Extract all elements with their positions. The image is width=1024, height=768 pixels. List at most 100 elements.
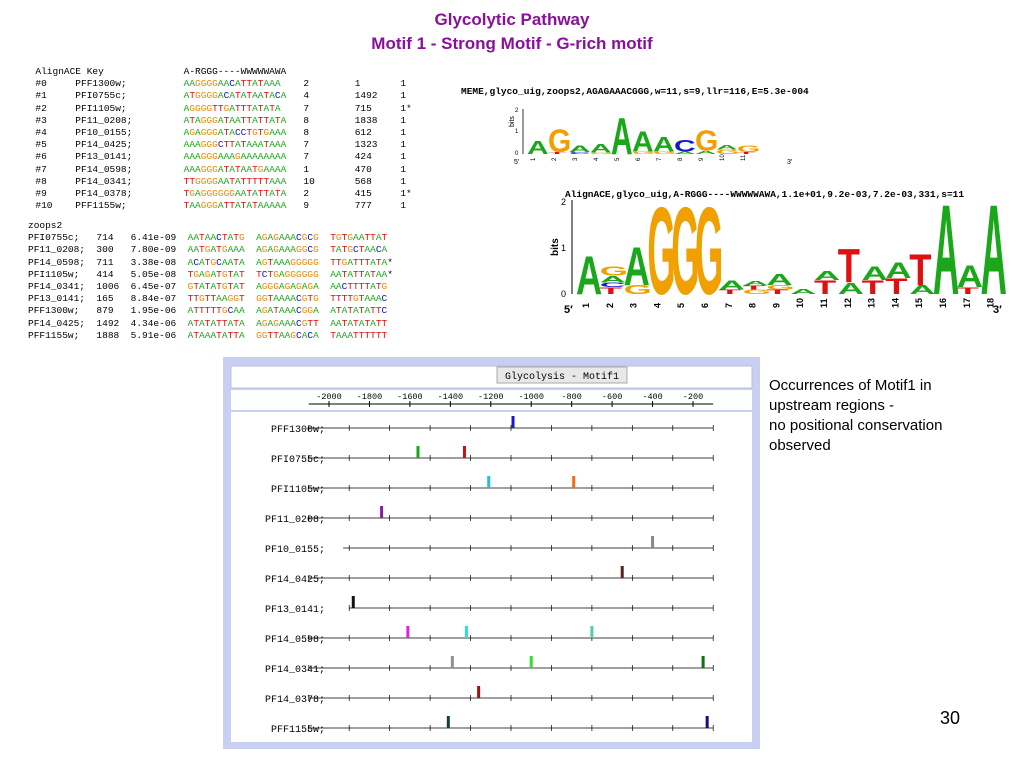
- alignace-row: #6 PF13_0141; AAAGGGAAAGAAAAAAAA 7 424 1: [24, 151, 407, 163]
- logo2-position-label: 14: [890, 298, 900, 308]
- gene-label: PFF1155w;: [271, 725, 325, 736]
- logo1-position-label: 10: [720, 154, 726, 161]
- logo-letter-g: G: [743, 288, 771, 295]
- logo-letter-t: T: [600, 285, 622, 296]
- logo-letter-a: A: [838, 280, 864, 298]
- page-number: 30: [940, 708, 961, 728]
- axis-tick-label: -600: [602, 392, 622, 402]
- logo-letter-t: T: [885, 275, 908, 299]
- alignace-row: #7 PF14_0598; AAAGGGATATAATGAAAA 1 470 1: [24, 163, 407, 175]
- axis-tick-label: -200: [683, 392, 703, 402]
- plot-title: Glycolysis - Motif1: [505, 371, 619, 383]
- alignace-row: #10 PFF1155w; TAAGGGATTATATAAAAA 9 777 1: [24, 200, 407, 212]
- logo2-position-label: 2: [605, 303, 615, 308]
- logo-letter-a: A: [590, 141, 612, 155]
- logo-letter-t: T: [719, 288, 741, 295]
- note-line-2: upstream regions -: [769, 397, 895, 414]
- logo2-position-label: 4: [652, 303, 662, 308]
- logo-letter-g: G: [653, 151, 676, 155]
- logo-letter-g: G: [632, 151, 655, 155]
- logo2-position-label: 12: [843, 298, 853, 308]
- logo-letter-t: T: [909, 244, 931, 294]
- logo-letter-c: C: [600, 281, 626, 288]
- logo-letter-t: T: [862, 278, 885, 299]
- axis-tick-label: -2000: [316, 392, 342, 402]
- zoops-row: PFF1300w; 879 1.95e-06 ATTTTTGCAA AGATAA…: [28, 305, 388, 317]
- logo-letter-a: A: [674, 151, 696, 155]
- logo-letter-a: A: [885, 259, 911, 283]
- logo1-position-label: 11: [741, 154, 747, 161]
- logo-letter-a: A: [814, 268, 840, 283]
- logo-letter-g: G: [695, 196, 723, 321]
- logo-letter-t: T: [737, 151, 755, 154]
- logo-letter-c: C: [569, 152, 591, 155]
- gene-label: PF10_0155;: [265, 545, 325, 556]
- logo-letter-a: A: [743, 280, 769, 287]
- logo-letter-c: C: [674, 137, 696, 156]
- axis-tick-label: -1800: [357, 392, 383, 402]
- logo-letter-a: A: [632, 126, 654, 158]
- logo2-position-label: 8: [748, 303, 758, 308]
- logo-letter-g: G: [737, 144, 760, 154]
- logo1-y1: 1: [515, 129, 519, 135]
- logo-letter-a: A: [611, 107, 633, 165]
- motif-occurrence-mark: [446, 716, 450, 728]
- alignace-row: #0 PFF1300w; AAGGGGAACATTATAAA 2 1 1: [24, 78, 407, 90]
- logo-letter-a: A: [909, 282, 935, 297]
- zoops-row: PFF1155w; 1888 5.91e-06 ATAAATATTA GGTTA…: [28, 329, 388, 341]
- logo1-position-label: 3: [573, 157, 579, 161]
- zoops-row: PF13_0141; 165 8.84e-07 TTGTTAAGGT GGTAA…: [28, 293, 388, 305]
- logo2-position-label: 17: [962, 298, 972, 308]
- axis-tick-label: -1000: [518, 392, 544, 402]
- gene-label: PFF1300w;: [271, 425, 325, 436]
- logo1-position-label: 8: [678, 157, 684, 161]
- zoops-table: zoops2 PFI0755c; 714 6.41e-09 AATAACTATG…: [28, 220, 393, 342]
- occurrence-plot: Glycolysis - Motif1 -2000 -1800 -1600 -1400…: [230, 365, 753, 742]
- motif-occurrence-mark: [477, 686, 481, 698]
- logo-letter-t: T: [766, 288, 788, 295]
- alignace-row: #8 PF14_0341; TTGGGGAATATTTTTAAA 10 568 …: [24, 175, 407, 187]
- logo-letter-a: A: [569, 144, 591, 154]
- logo-letter-t: T: [957, 285, 979, 296]
- gene-label: PF14_0341;: [265, 665, 325, 676]
- zoops-row: PF11_0208; 300 7.80e-09 AATGATGAAA AGAGA…: [28, 244, 388, 256]
- gene-label: PF14_0598;: [265, 635, 325, 646]
- motif-occurrence-mark: [705, 716, 709, 728]
- axis-tick-label: -1600: [397, 392, 423, 402]
- alignace-header: AlignACE Key A-RGGG----WWWWWAWA: [24, 66, 287, 77]
- occurrence-plot-window: Glycolysis - Motif1 -2000 -1800 -1600 -1400…: [223, 357, 760, 749]
- motif-occurrence-mark: [701, 656, 705, 668]
- logo2-y0: 0: [561, 289, 566, 299]
- gene-label: PFI0755c;: [271, 455, 325, 466]
- logo1-position-label: 7: [657, 157, 663, 161]
- alignace-row: #9 PF14_0378; TGAGGGGGGAATATTATA 2 415 1…: [24, 188, 412, 200]
- logo1-y2: 2: [515, 108, 519, 114]
- motif-occurrence-mark: [572, 476, 576, 488]
- gene-label: PF13_0141;: [265, 605, 325, 616]
- logo2-position-label: 5: [676, 303, 686, 308]
- alignace-row: #4 PF10_0155; AGAGGGATACCTGTGAAA 8 612 1: [24, 127, 407, 139]
- alignace-label: AlignACE,glyco_uig,A-RGGG----WWWWWAWA,1.…: [565, 189, 965, 200]
- alignace-table: AlignACE Key A-RGGG----WWWWWAWA #0 PFF13…: [24, 66, 412, 212]
- zoops-row: PF14_0341; 1006 6.45e-07 GTATATGTAT AGGG…: [28, 281, 388, 293]
- gene-label: PF14_0378;: [265, 695, 325, 706]
- zoops-row: PF14_0425; 1492 4.34e-06 ATATATTATA AGAG…: [28, 317, 388, 329]
- alignace-row: #3 PF11_0208; ATAGGGATAATTATTATA 8 1838 …: [24, 114, 407, 126]
- logo2-position-label: 16: [938, 298, 948, 308]
- note-line-1: Occurrences of Motif1 in: [769, 377, 932, 394]
- logo-letter-a: A: [981, 196, 1007, 321]
- logo1-position-label: 1: [531, 157, 537, 161]
- logo2-5prime: 5′: [564, 304, 573, 316]
- motif-occurrence-mark: [590, 626, 594, 638]
- logo2-y2: 2: [561, 197, 566, 207]
- logo-letter-t: T: [743, 285, 765, 291]
- alignace-sequence-logo: bits 2 1 0 5′ 3′ ATCAGGAGGGTAGTATGAATAAT…: [550, 196, 1007, 321]
- logo2-position-label: 15: [914, 298, 924, 308]
- logo1-5prime: 5′: [514, 159, 520, 166]
- alignace-row: #5 PF14_0425; AAAGGGCTTATAAATAAA 7 1323 …: [24, 139, 407, 151]
- logo1-y0: 0: [515, 151, 519, 157]
- logo2-position-label: 3: [629, 303, 639, 308]
- note-line-4: observed: [769, 437, 831, 454]
- plot-title-box: [496, 366, 628, 384]
